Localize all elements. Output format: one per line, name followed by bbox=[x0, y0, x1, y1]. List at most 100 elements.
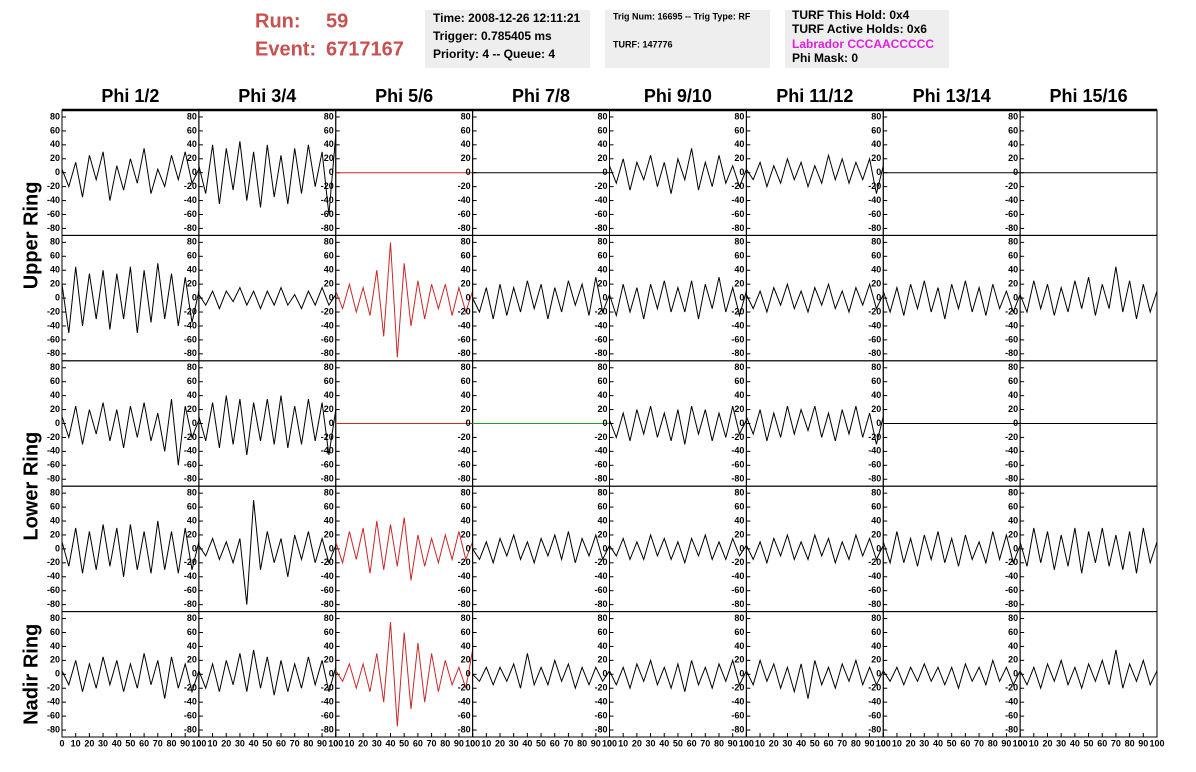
x-tick-label: 40 bbox=[112, 738, 122, 748]
y-tick-label: -40 bbox=[458, 446, 471, 456]
y-tick-label: 0 bbox=[329, 292, 334, 302]
x-tick-label: 40 bbox=[659, 738, 669, 748]
y-tick-label: 60 bbox=[871, 376, 881, 386]
y-tick-label: -80 bbox=[868, 474, 881, 484]
y-tick-label: -20 bbox=[458, 306, 471, 316]
y-tick-label: 40 bbox=[871, 265, 881, 275]
y-tick-label: -60 bbox=[868, 334, 881, 344]
y-tick-label: 60 bbox=[324, 501, 334, 511]
panel-frame bbox=[472, 234, 610, 362]
y-tick-label: 20 bbox=[734, 279, 744, 289]
time: Time: 2008-12-26 12:11:21 bbox=[433, 11, 581, 25]
y-tick-label: 0 bbox=[466, 418, 471, 428]
panel-frame bbox=[61, 360, 200, 487]
x-tick-label: 20 bbox=[221, 738, 231, 748]
row-title: Lower Ring bbox=[20, 432, 42, 541]
y-tick-label: 20 bbox=[734, 655, 744, 665]
trigger: Trigger: 0.785405 ms bbox=[433, 29, 552, 43]
y-tick-label: 40 bbox=[871, 139, 881, 149]
y-tick-label: 60 bbox=[50, 501, 60, 511]
y-tick-label: 80 bbox=[324, 237, 334, 247]
y-tick-label: -20 bbox=[321, 557, 334, 567]
y-tick-label: -20 bbox=[47, 557, 60, 567]
y-tick-label: 20 bbox=[187, 279, 197, 289]
panel-frame bbox=[61, 109, 200, 236]
y-tick-label: 60 bbox=[1008, 627, 1018, 637]
panel-frame bbox=[335, 611, 474, 738]
y-tick-label: 80 bbox=[50, 488, 60, 498]
y-tick-label: 80 bbox=[50, 613, 60, 623]
y-tick-label: -80 bbox=[594, 474, 607, 484]
y-tick-label: 0 bbox=[466, 543, 471, 553]
x-tick-label: 0 bbox=[59, 738, 64, 748]
y-tick-label: -80 bbox=[1005, 348, 1018, 358]
waveform bbox=[882, 280, 1021, 320]
y-tick-label: -80 bbox=[47, 724, 60, 734]
y-tick-label: 0 bbox=[739, 418, 744, 428]
info-box bbox=[605, 10, 770, 68]
y-tick-label: 40 bbox=[871, 390, 881, 400]
y-tick-label: -80 bbox=[321, 348, 334, 358]
y-tick-label: 60 bbox=[324, 125, 334, 135]
y-tick-label: -40 bbox=[47, 195, 60, 205]
y-tick-label: -60 bbox=[1005, 585, 1018, 595]
waveform bbox=[198, 500, 337, 605]
y-tick-label: -40 bbox=[594, 571, 607, 581]
y-tick-label: 80 bbox=[187, 488, 197, 498]
y-tick-label: 20 bbox=[50, 529, 60, 539]
y-tick-label: 80 bbox=[597, 362, 607, 372]
y-tick-label: 0 bbox=[876, 167, 881, 177]
y-tick-label: -20 bbox=[47, 306, 60, 316]
y-tick-label: 20 bbox=[187, 655, 197, 665]
y-tick-label: -60 bbox=[1005, 334, 1018, 344]
waveform bbox=[609, 533, 747, 565]
y-tick-label: -40 bbox=[731, 571, 744, 581]
x-tick-label: 0 bbox=[744, 738, 749, 748]
x-tick-label: 50 bbox=[1084, 738, 1094, 748]
y-tick-label: 60 bbox=[871, 501, 881, 511]
y-tick-label: 40 bbox=[324, 390, 334, 400]
y-tick-label: 20 bbox=[597, 529, 607, 539]
waveform bbox=[335, 517, 474, 581]
y-tick-label: -40 bbox=[458, 320, 471, 330]
x-tick-label: 30 bbox=[782, 738, 792, 748]
y-tick-label: 60 bbox=[734, 125, 744, 135]
y-tick-label: 40 bbox=[871, 515, 881, 525]
y-tick-label: -20 bbox=[731, 683, 744, 693]
y-tick-label: 20 bbox=[1008, 153, 1018, 163]
x-tick-label: 70 bbox=[563, 738, 573, 748]
x-tick-label: 40 bbox=[385, 738, 395, 748]
waveform bbox=[609, 405, 747, 445]
x-tick-label: 30 bbox=[919, 738, 929, 748]
y-tick-label: -20 bbox=[594, 557, 607, 567]
y-tick-label: 40 bbox=[461, 515, 471, 525]
y-tick-label: -20 bbox=[1005, 683, 1018, 693]
y-tick-label: -20 bbox=[184, 432, 197, 442]
y-tick-label: -20 bbox=[594, 181, 607, 191]
x-tick-label: 30 bbox=[509, 738, 519, 748]
waveform bbox=[61, 520, 200, 577]
panel-frame bbox=[198, 109, 337, 236]
x-tick-label: 90 bbox=[454, 738, 464, 748]
x-tick-label: 60 bbox=[960, 738, 970, 748]
y-tick-label: 20 bbox=[871, 529, 881, 539]
y-tick-label: -60 bbox=[184, 334, 197, 344]
y-tick-label: -20 bbox=[868, 306, 881, 316]
y-tick-label: 80 bbox=[734, 613, 744, 623]
column-title: Phi 9/10 bbox=[644, 86, 712, 106]
y-tick-label: 60 bbox=[734, 251, 744, 261]
y-tick-label: -80 bbox=[458, 474, 471, 484]
y-tick-label: 60 bbox=[461, 501, 471, 511]
y-tick-label: -80 bbox=[47, 348, 60, 358]
y-tick-label: 20 bbox=[50, 655, 60, 665]
y-tick-label: -40 bbox=[1005, 320, 1018, 330]
x-tick-label: 0 bbox=[470, 738, 475, 748]
waveform bbox=[745, 282, 884, 314]
y-tick-label: -60 bbox=[458, 209, 471, 219]
y-tick-label: -20 bbox=[458, 557, 471, 567]
y-tick-label: 20 bbox=[871, 655, 881, 665]
y-tick-label: -60 bbox=[47, 585, 60, 595]
y-tick-label: 40 bbox=[324, 265, 334, 275]
y-tick-label: -60 bbox=[594, 585, 607, 595]
y-tick-label: -40 bbox=[458, 571, 471, 581]
